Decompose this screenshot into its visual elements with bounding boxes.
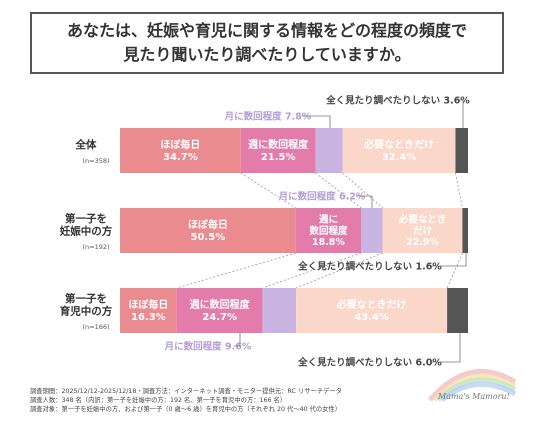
data-label: ほぼ毎日 16.3% [128, 298, 168, 323]
bar-segment [455, 128, 468, 173]
chart-title: あなたは、妊娠や育児に関する情報をどの程度の頻度で 見たり聞いたり調べたりしてい… [30, 12, 504, 74]
data-label: ほぼ毎日 34.7% [160, 138, 200, 163]
survey-period: 調査期間：2025/12/12-2025/12/18・調査方法：インターネット調… [30, 388, 343, 395]
bar-segment [447, 288, 468, 333]
monthly-label: 月に数回程度 6.2% [278, 190, 366, 202]
bar-segment [342, 128, 456, 173]
data-label: 必要なときだけ 22.9% [398, 213, 447, 248]
connector-line [446, 252, 463, 289]
survey-count: 調査人数：348 名（内訳：第一子を妊娠中の方：192 名、第一子を育児中の方：… [30, 397, 287, 404]
bar-segment [382, 208, 463, 253]
connector-line [455, 172, 463, 209]
category-label: 第一子を妊娠中の方 [60, 212, 113, 238]
category-note: (n=358) [82, 157, 109, 165]
survey-footer: 調査期間：2025/12/12-2025/12/18・調査方法：インターネット調… [30, 387, 430, 414]
leader-line [456, 99, 464, 128]
rainbow-icon [428, 368, 517, 402]
bar-segment [295, 208, 362, 253]
leader-line [432, 253, 467, 267]
monthly-label: 月に数回程度 7.8% [224, 110, 312, 122]
bar-segment [361, 208, 383, 253]
survey-target: 調査対象：第一子を妊娠中の方、および第一子（0 歳～6 歳）を育児中の方（それぞ… [30, 406, 342, 413]
leader-line [302, 115, 331, 128]
bar-segment [296, 288, 448, 333]
bar-segment [315, 128, 343, 173]
leader-line [432, 333, 461, 363]
category-note: (n=192) [82, 243, 109, 251]
category-label: 全体 [75, 138, 97, 151]
brand-logo: Mama's Mamoru! [420, 352, 520, 422]
title-line-1: あなたは、妊娠や育児に関する情報をどの程度の頻度で [66, 21, 467, 40]
never-label: 全く見たり調べたりしない 6.0% [297, 356, 442, 368]
leader-line [356, 195, 373, 208]
leader-line [234, 333, 241, 347]
data-label: 週に数回程度 21.5% [248, 138, 309, 163]
connector-line [315, 172, 362, 209]
bar-segment [262, 288, 297, 333]
monthly-label: 月に数回程度 9.6% [164, 340, 252, 352]
connector-line [342, 172, 384, 209]
data-label: 必要なときだけ 32.4% [363, 138, 434, 163]
bar-segment [462, 208, 468, 253]
bar-segment [120, 288, 177, 333]
connector-line [262, 252, 362, 289]
data-label: 週に数回程度 18.8% [308, 213, 348, 248]
connector-line [295, 252, 383, 289]
logo-text: Mama's Mamoru! [438, 392, 510, 401]
bar-segment [120, 128, 241, 173]
category-label: 第一子を育児中の方 [60, 292, 113, 318]
connector-line [240, 172, 296, 209]
title-line-2: 見たり聞いたり調べたりしていますか。 [123, 45, 411, 64]
bar-segment [176, 288, 263, 333]
never-label: 全く見たり調べたりしない 1.6% [297, 260, 442, 272]
category-note: (n=166) [82, 323, 109, 331]
data-label: ほぼ毎日 50.5% [188, 218, 228, 243]
bar-segment [240, 128, 316, 173]
bar-segment [120, 208, 296, 253]
never-label: 全く見たり調べたりしない 3.6% [325, 94, 470, 106]
data-label: 必要なときだけ 43.4% [336, 298, 407, 323]
data-label: 週に数回程度 24.7% [190, 298, 251, 323]
connector-line [176, 252, 296, 289]
